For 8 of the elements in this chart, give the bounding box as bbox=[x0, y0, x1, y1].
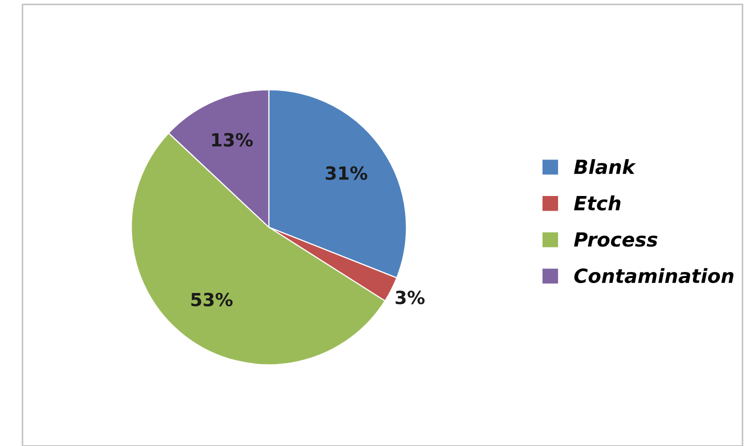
legend-label: Contamination bbox=[574, 268, 734, 284]
data-label: 53% bbox=[191, 292, 233, 306]
legend-label: Etch bbox=[574, 195, 620, 210]
data-label: 31% bbox=[326, 166, 368, 180]
data-label: 3% bbox=[396, 290, 425, 304]
legend-label: Process bbox=[574, 232, 658, 247]
data-label: 13% bbox=[212, 132, 253, 147]
legend-label: Blank bbox=[574, 159, 636, 174]
